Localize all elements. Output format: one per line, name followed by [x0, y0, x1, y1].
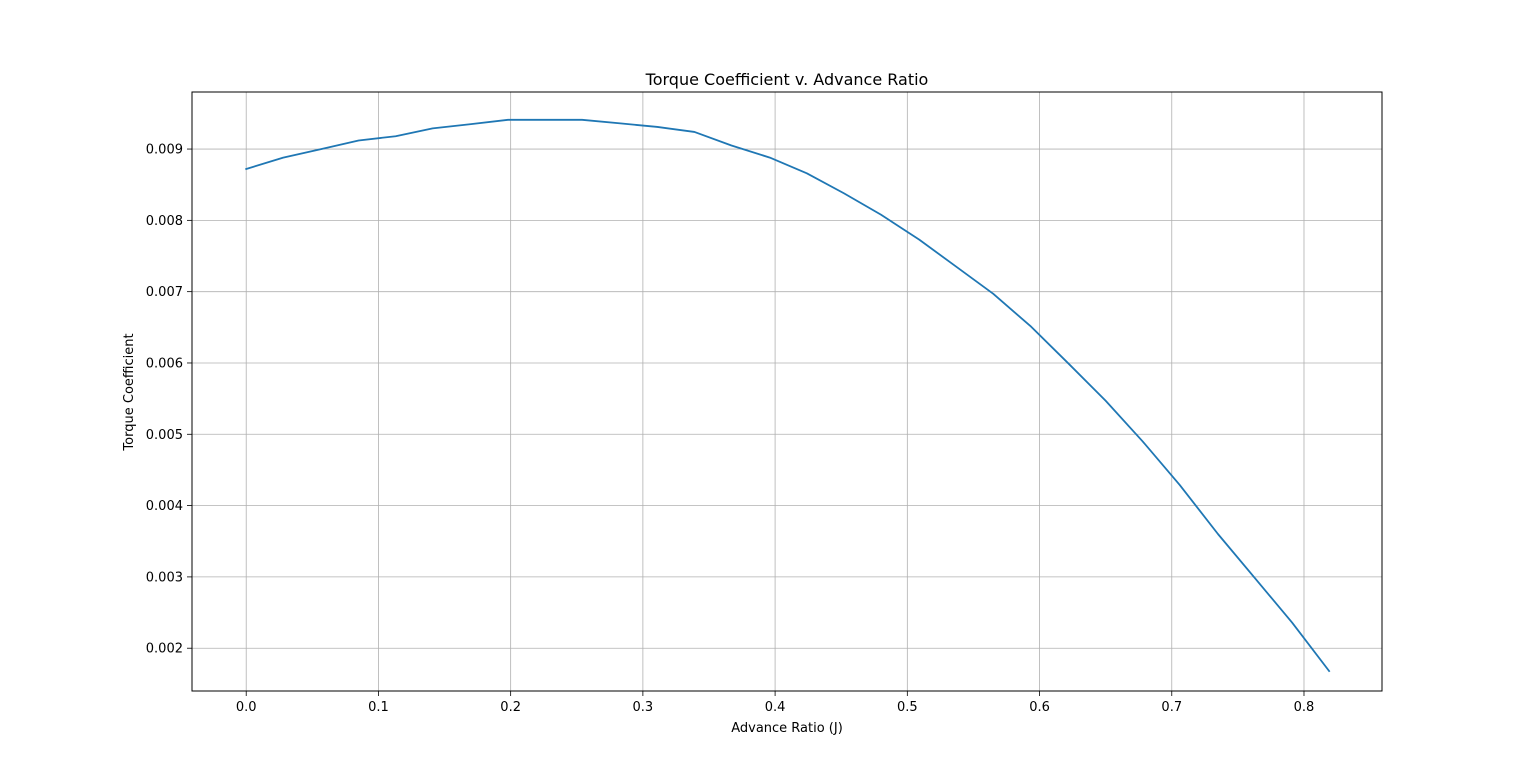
x-tick-label: 0.4 — [765, 700, 786, 715]
y-tick-label: 0.007 — [146, 285, 183, 300]
x-tick-label: 0.8 — [1294, 700, 1315, 715]
x-tick-label: 0.6 — [1029, 700, 1050, 715]
y-tick-label: 0.006 — [146, 356, 183, 371]
chart-title: Torque Coefficient v. Advance Ratio — [645, 70, 929, 89]
series-layer — [245, 118, 1331, 673]
y-tick-label: 0.005 — [146, 428, 183, 443]
grid-layer — [192, 92, 1382, 691]
x-tick-label: 0.0 — [236, 700, 257, 715]
x-tick-label: 0.3 — [633, 700, 654, 715]
y-tick-label: 0.003 — [146, 570, 183, 585]
plot-frame — [191, 91, 1383, 692]
x-axis-label: Advance Ratio (J) — [731, 721, 843, 736]
x-tick-label: 0.1 — [368, 700, 389, 715]
y-tick-label: 0.008 — [146, 214, 183, 229]
y-tick-label: 0.009 — [146, 143, 183, 158]
y-axis-label: Torque Coefficient — [122, 333, 137, 451]
x-tick-label: 0.7 — [1161, 700, 1182, 715]
x-tick-label: 0.5 — [897, 700, 918, 715]
tick-layer: 0.0 0.1 0.2 0.3 0.4 0.5 0.6 0.7 0.8 0.002 0.003 0.0… — [146, 143, 1315, 715]
y-tick-label: 0.004 — [146, 499, 183, 514]
y-tick-label: 0.002 — [146, 642, 183, 657]
x-tick-label: 0.2 — [500, 700, 521, 715]
series-line — [245, 118, 1331, 673]
